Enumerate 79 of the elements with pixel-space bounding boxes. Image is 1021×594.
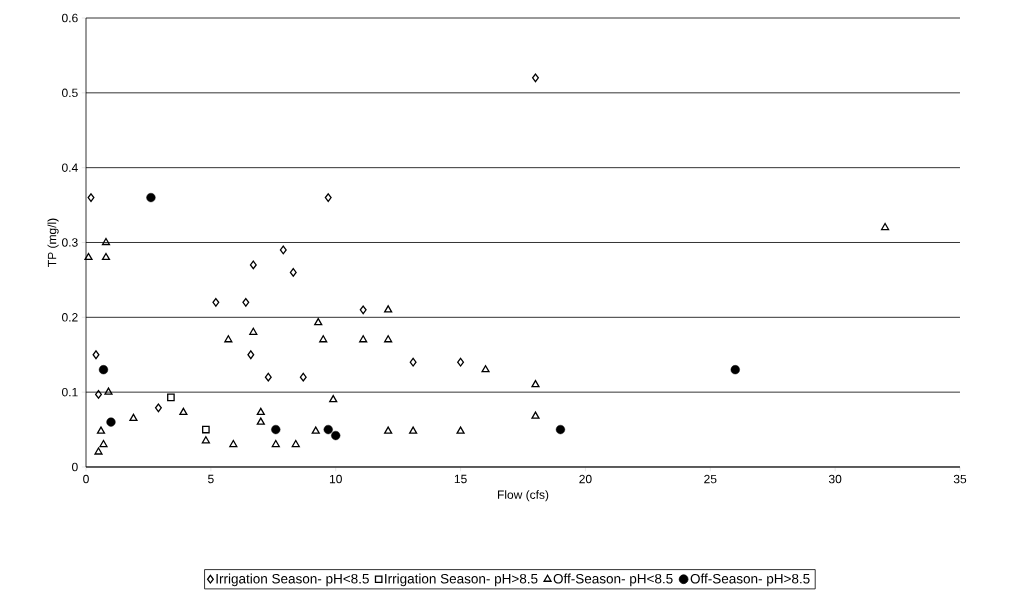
x-axis-title: Flow (cfs) [497,490,549,502]
x-tick-label: 5 [208,474,214,484]
point [314,317,323,326]
x-tick-label: 20 [579,474,592,484]
point [99,439,108,448]
point [229,439,238,448]
y-tick-label: 0.1 [62,387,78,397]
point [271,424,281,435]
point [96,426,106,434]
point [94,389,102,399]
point [384,335,393,343]
point [256,407,265,416]
point [94,447,103,455]
point [179,407,188,416]
point [457,357,465,367]
y-tick-label: 0 [72,462,78,472]
point [249,260,257,270]
y-tick-label: 0.4 [62,163,78,172]
point [384,426,393,434]
point [456,426,465,434]
point [167,393,175,402]
point [87,193,95,203]
point [129,413,138,421]
point [331,430,341,441]
point [256,417,265,425]
point [264,372,272,382]
point [324,193,332,203]
y-tick-label: 0.2 [62,313,78,322]
point [409,426,418,434]
legend-label: Off-Season- pH<8.5 [553,573,673,587]
point [289,267,297,277]
point [154,403,162,413]
x-tick-label: 30 [828,474,842,484]
point [880,222,890,231]
point [555,424,566,435]
point [319,335,328,343]
point [146,192,156,203]
point [212,297,220,307]
point [249,327,258,335]
x-tick-label: 35 [953,474,967,484]
point [409,357,417,367]
point [730,365,740,375]
point [329,394,338,403]
point [271,439,280,448]
y-tick-label: 0.3 [62,238,78,247]
point [101,252,111,261]
point [481,365,490,373]
point [384,305,393,313]
point [101,237,111,246]
point [104,387,113,395]
point [299,372,307,382]
point [84,252,93,261]
point [98,365,109,375]
point [224,335,233,343]
point [201,436,210,444]
point [359,305,367,315]
x-tick-label: 0 [83,474,89,484]
point [279,245,287,255]
x-tick-label: 15 [454,474,467,484]
point [106,417,116,427]
y-tick-label: 0.5 [62,88,78,98]
point [291,439,300,448]
point [323,424,333,435]
point [202,425,210,434]
legend-label: Off-Season- pH>8.5 [690,573,810,587]
point [531,411,540,419]
x-tick-label: 10 [329,474,342,484]
point [311,426,320,434]
point [359,335,368,343]
point [531,73,539,83]
x-tick-label: 25 [704,474,717,484]
legend-label: Irrigation Season- pH>8.5 [385,573,538,587]
point [531,380,540,388]
point [92,350,100,360]
legend-label: Irrigation Season- pH<8.5 [216,573,369,587]
point [242,297,250,307]
y-tick-label: 0.6 [62,13,78,23]
point [247,350,255,360]
y-axis-title: TP (mg/l) [47,218,59,267]
